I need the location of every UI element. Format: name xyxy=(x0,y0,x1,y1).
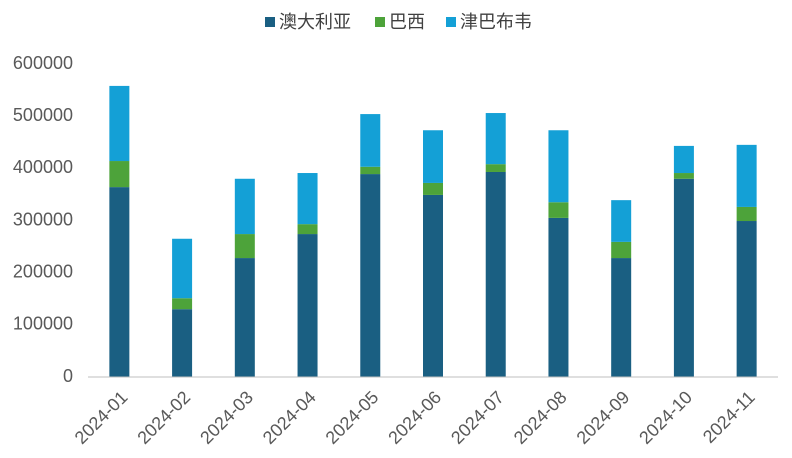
bar-segment xyxy=(485,171,506,377)
x-tick-label: 2024-01 xyxy=(71,387,132,448)
bar-segment xyxy=(673,178,694,377)
bar-segment xyxy=(360,114,381,167)
bar-segment xyxy=(485,113,506,165)
bar-segment xyxy=(611,241,632,259)
bar-segment xyxy=(548,202,569,218)
bar-segment xyxy=(297,234,318,377)
legend-swatch xyxy=(265,17,275,27)
legend-swatch xyxy=(375,17,385,27)
x-tick-label: 2024-11 xyxy=(699,387,759,447)
y-tick-label: 600000 xyxy=(13,53,73,73)
x-tick-label: 2024-04 xyxy=(259,387,320,448)
y-tick-label: 500000 xyxy=(13,105,73,125)
x-tick-label: 2024-05 xyxy=(322,387,383,448)
bar-segment xyxy=(297,173,318,225)
bar-segment xyxy=(234,258,255,377)
bar-segment xyxy=(736,144,757,207)
bar-segment xyxy=(109,161,130,188)
x-tick-label: 2024-10 xyxy=(635,387,696,448)
bar-segment xyxy=(172,238,193,299)
bar-segment xyxy=(297,224,318,235)
bar-segment xyxy=(109,187,130,377)
x-tick-label: 2024-02 xyxy=(133,387,194,448)
bar-segment xyxy=(611,258,632,377)
bar-segment xyxy=(172,298,193,310)
y-tick-label: 100000 xyxy=(13,314,73,334)
x-tick-label: 2024-06 xyxy=(384,387,445,448)
legend-label: 巴西 xyxy=(389,12,425,32)
bar-segment xyxy=(673,145,694,174)
legend-swatch xyxy=(446,17,456,27)
x-tick-label: 2024-07 xyxy=(447,387,508,448)
bar-segment xyxy=(485,164,506,172)
x-tick-label: 2024-03 xyxy=(196,387,257,448)
bar-segment xyxy=(736,221,757,377)
x-tick-label: 2024-08 xyxy=(510,387,571,448)
bar-segment xyxy=(548,130,569,203)
legend-label: 津巴布韦 xyxy=(460,12,532,32)
bar-segment xyxy=(423,130,443,183)
bar-segment xyxy=(172,309,193,377)
bar-segment xyxy=(673,173,694,179)
y-tick-label: 300000 xyxy=(13,209,73,229)
legend-label: 澳大利亚 xyxy=(279,12,351,32)
y-tick-label: 0 xyxy=(63,366,73,386)
bar-segment xyxy=(423,182,443,195)
bar-segment xyxy=(360,166,381,175)
y-tick-label: 200000 xyxy=(13,261,73,281)
bar-segment xyxy=(234,234,255,259)
x-tick-label: 2024-09 xyxy=(573,387,634,448)
bar-segment xyxy=(548,217,569,377)
bar-segment xyxy=(360,174,381,377)
bar-segment xyxy=(234,178,255,235)
bar-segment xyxy=(109,85,130,162)
bar-segment xyxy=(611,200,632,242)
bar-segment xyxy=(736,206,757,222)
bar-segment xyxy=(423,194,443,377)
y-tick-label: 400000 xyxy=(13,157,73,177)
